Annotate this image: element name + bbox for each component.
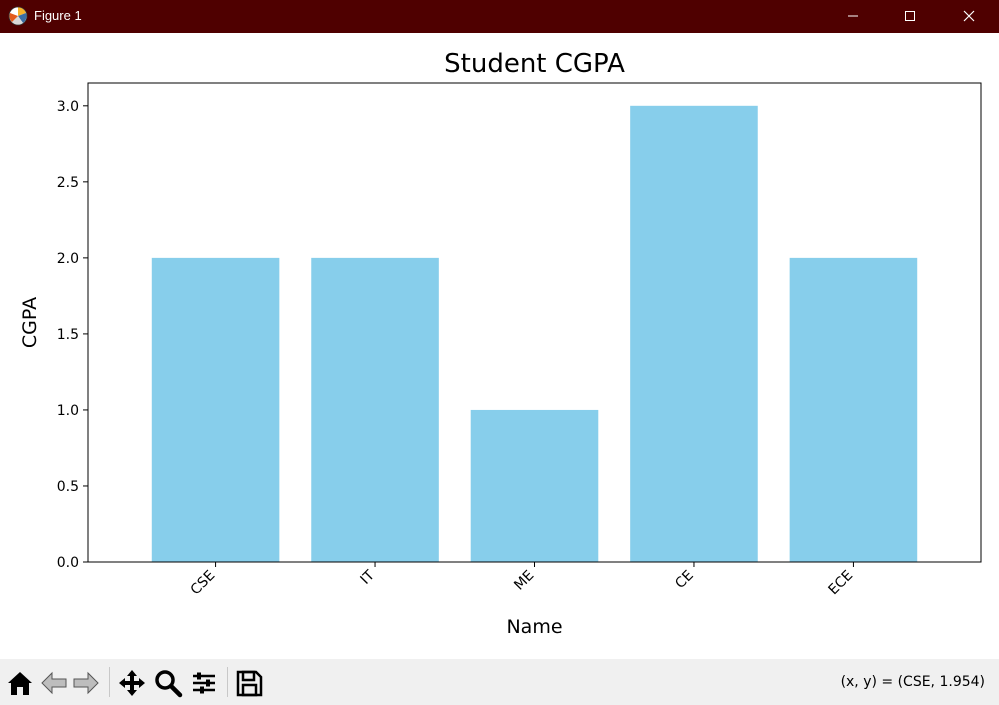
toolbar-separator	[227, 667, 228, 697]
y-axis-label: CGPA	[19, 297, 41, 348]
chart-title: Student CGPA	[444, 49, 625, 79]
pan-icon	[119, 670, 145, 696]
maximize-button[interactable]	[887, 0, 933, 33]
configure-subplots-icon	[193, 672, 215, 694]
x-tick-label: CE	[672, 568, 696, 592]
y-tick-label: 2.5	[57, 175, 79, 191]
x-axis-label: Name	[506, 616, 562, 638]
forward-arrow-icon	[73, 671, 99, 695]
maximize-icon	[905, 11, 915, 21]
home-icon	[8, 672, 32, 695]
matplotlib-logo-icon	[8, 6, 28, 26]
minimize-button[interactable]	[830, 0, 876, 33]
x-tick-label: ECE	[826, 568, 857, 599]
pan-button[interactable]	[117, 668, 147, 698]
bar-ce	[630, 105, 758, 563]
configure-subplots-button[interactable]	[189, 668, 219, 698]
x-tick-label: ME	[511, 568, 537, 594]
forward-button[interactable]	[71, 668, 101, 698]
bar-me	[470, 409, 599, 562]
figure-canvas[interactable]: CSE IT ME CE ECE 0.0 0.5 1.0 1.5 2.0 2.5 3.0 Student…	[0, 33, 999, 659]
axes-frame	[87, 82, 982, 563]
y-tick-label: 3.0	[57, 99, 79, 115]
zoom-icon	[155, 670, 183, 698]
back-arrow-icon	[41, 671, 67, 695]
home-button[interactable]	[5, 668, 35, 698]
save-icon	[236, 670, 263, 697]
bar-cse	[151, 257, 280, 562]
y-tick-label: 1.0	[57, 403, 79, 419]
zoom-button[interactable]	[153, 668, 183, 698]
toolbar-separator	[109, 667, 110, 697]
cursor-coordinates: (x, y) = (CSE, 1.954)	[840, 674, 985, 690]
bar-it	[311, 257, 439, 562]
y-tick-label: 0.5	[57, 479, 79, 495]
x-tick-label: CSE	[188, 568, 219, 599]
close-icon	[963, 10, 975, 22]
y-tick-label: 2.0	[57, 251, 79, 267]
x-tick-label: IT	[358, 567, 379, 588]
close-button[interactable]	[946, 0, 992, 33]
navigation-toolbar: (x, y) = (CSE, 1.954)	[0, 659, 999, 705]
y-tick-label: 1.5	[57, 327, 79, 343]
title-bar: Figure 1	[0, 0, 999, 33]
back-button[interactable]	[39, 668, 69, 698]
y-tick-label: 0.0	[57, 555, 79, 571]
bar-chart: CSE IT ME CE ECE 0.0 0.5 1.0 1.5 2.0 2.5 3.0 Student…	[19, 49, 982, 638]
minimize-icon	[848, 15, 858, 17]
save-button[interactable]	[234, 668, 264, 698]
window-title: Figure 1	[34, 8, 82, 23]
bar-ece	[789, 257, 918, 562]
